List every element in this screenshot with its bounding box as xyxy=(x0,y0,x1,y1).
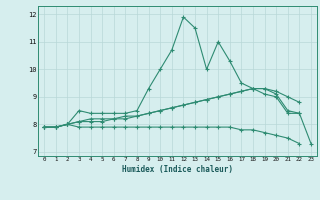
X-axis label: Humidex (Indice chaleur): Humidex (Indice chaleur) xyxy=(122,165,233,174)
